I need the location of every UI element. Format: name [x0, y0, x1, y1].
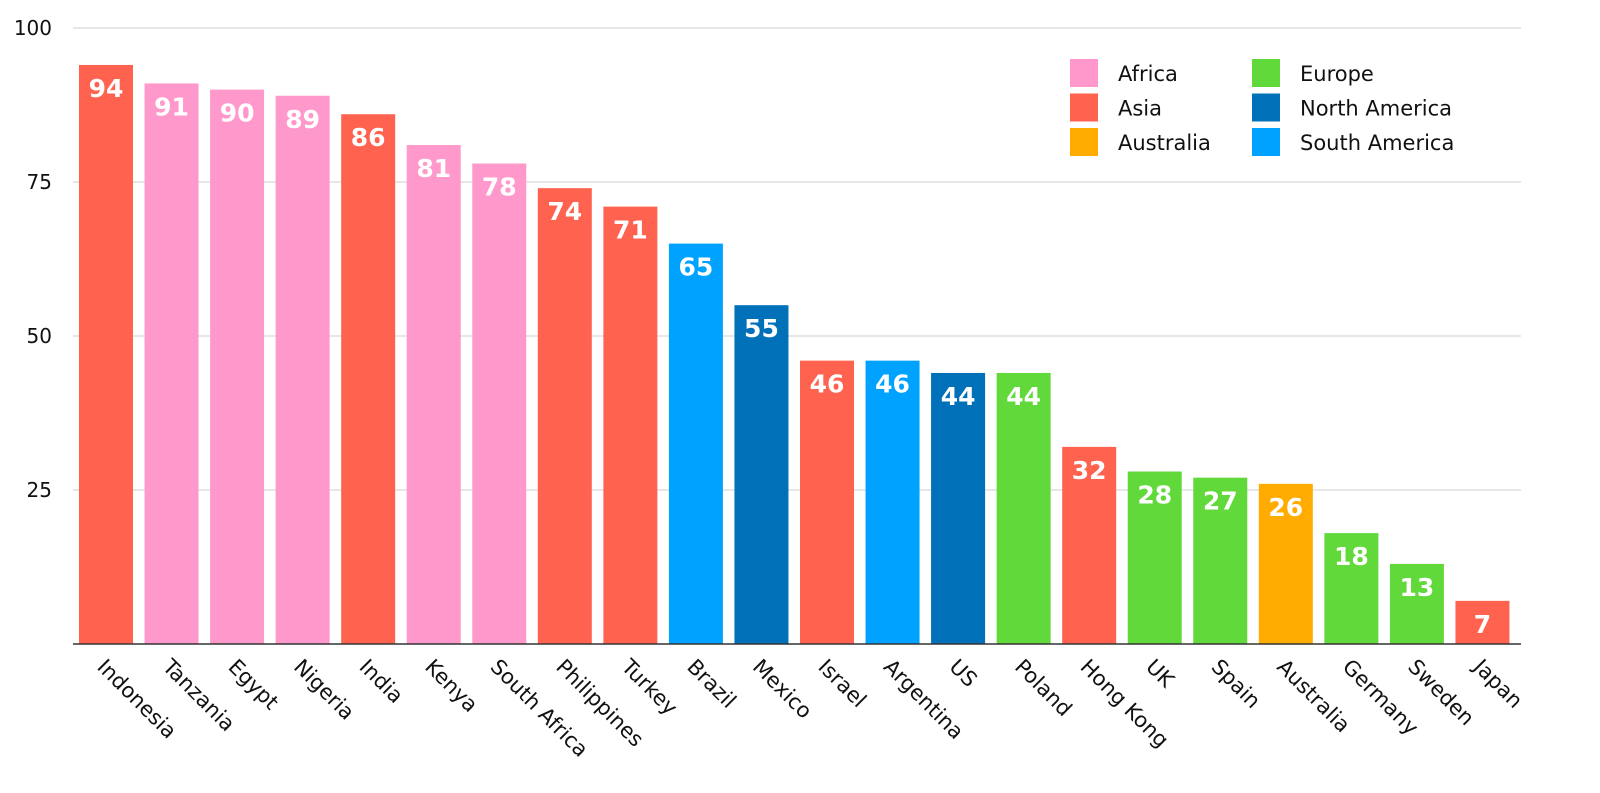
y-tick-label: 75 [27, 170, 52, 194]
data-label: 89 [285, 105, 320, 134]
legend-swatch [1252, 93, 1280, 122]
legend: Africa Asia Australia Europe North America So… [1070, 59, 1454, 156]
bar-indonesia [79, 64, 133, 644]
x-tick-label: Poland [1010, 655, 1077, 722]
bar-egypt [210, 89, 265, 645]
x-tick-label: Spain [1207, 655, 1265, 713]
data-label: 78 [482, 173, 517, 202]
data-label: 7 [1474, 610, 1491, 639]
data-label: 18 [1334, 542, 1369, 571]
data-label: 90 [220, 99, 255, 128]
x-tick-label: Japan [1468, 653, 1528, 713]
data-label: 74 [547, 197, 582, 226]
legend-swatch [1070, 93, 1098, 122]
y-axis-ticks: 25 50 75 100 [14, 16, 52, 502]
data-label: 55 [744, 314, 779, 343]
y-tick-label: 100 [14, 16, 52, 40]
legend-swatch [1252, 128, 1280, 156]
y-tick-label: 50 [27, 324, 52, 348]
x-tick-label: Mexico [748, 655, 817, 724]
x-tick-label: Brazil [682, 655, 740, 713]
data-label: 44 [941, 382, 976, 411]
bar-uk [1127, 471, 1182, 644]
legend-label: South America [1300, 131, 1454, 155]
bar-germany [1324, 533, 1379, 644]
data-label: 81 [416, 154, 451, 183]
data-label: 46 [810, 370, 845, 399]
data-label: 94 [89, 74, 124, 103]
bar-hong-kong [1062, 446, 1117, 644]
bar-nigeria [275, 95, 330, 644]
legend-label: Asia [1118, 97, 1162, 121]
bar-spain [1193, 477, 1248, 644]
legend-swatch [1070, 59, 1098, 87]
bar-us [931, 372, 986, 644]
bar-tanzania [144, 83, 199, 644]
legend-label: Australia [1118, 131, 1211, 155]
data-label: 46 [875, 370, 910, 399]
legend-label: Africa [1118, 62, 1178, 86]
x-tick-label: Kenya [420, 655, 482, 717]
legend-swatch [1252, 59, 1280, 87]
bar-philippines [537, 188, 592, 644]
legend-label: North America [1300, 97, 1452, 121]
x-tick-label: Nigeria [289, 655, 359, 725]
x-tick-label: UK [1141, 655, 1179, 693]
data-label: 44 [1006, 382, 1041, 411]
data-label: 32 [1072, 456, 1107, 485]
legend-label: Europe [1300, 62, 1374, 86]
data-label: 28 [1137, 481, 1172, 510]
bar-israel [800, 360, 854, 644]
bar-india [341, 114, 396, 645]
data-label: 65 [679, 253, 714, 282]
legend-swatch [1070, 128, 1098, 156]
bar-kenya [406, 145, 461, 645]
bar-brazil [668, 243, 723, 644]
x-tick-label: Egypt [224, 655, 284, 715]
x-tick-label: Turkey [616, 654, 682, 720]
data-label: 86 [351, 123, 386, 152]
data-label: 27 [1203, 487, 1238, 516]
data-label: 91 [154, 92, 189, 121]
y-tick-label: 25 [27, 478, 52, 502]
bar-poland [996, 372, 1051, 644]
bar-japan [1455, 600, 1510, 644]
bar-turkey [603, 206, 658, 644]
bar-australia [1258, 483, 1313, 644]
x-tick-label: Israel [813, 655, 871, 713]
x-tick-label: India [355, 655, 408, 708]
bars: 94 91 90 89 86 81 78 74 71 65 55 46 46 44 44 32 28 27 26 18… [79, 64, 1510, 645]
bar-argentina [865, 360, 920, 644]
x-tick-label: US [945, 655, 982, 692]
data-label: 71 [613, 216, 648, 245]
data-label: 13 [1400, 573, 1435, 602]
bar-sweden [1389, 563, 1444, 644]
data-label: 26 [1268, 493, 1303, 522]
bar-mexico [734, 305, 789, 644]
bar-south-africa [472, 163, 527, 644]
